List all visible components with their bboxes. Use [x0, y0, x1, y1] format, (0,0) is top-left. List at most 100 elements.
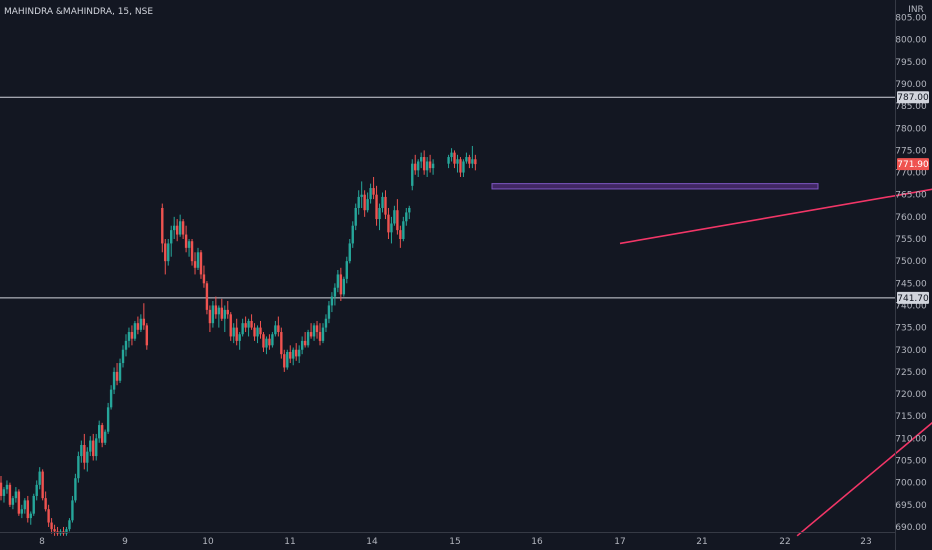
candle-body: [145, 325, 149, 346]
candle: [74, 473, 77, 503]
candle-body: [453, 152, 456, 164]
candle-body: [369, 188, 372, 200]
candle-body: [161, 207, 164, 244]
candle-body: [80, 444, 83, 457]
candle-body: [318, 332, 322, 341]
candle-body: [14, 491, 18, 499]
candle: [208, 305, 212, 333]
time-axis[interactable]: 8 9 10 11 14 15 16 17 21 22 23: [39, 537, 872, 547]
candle: [456, 154, 459, 173]
candle: [2, 487, 6, 503]
candle-body: [2, 489, 6, 496]
price-tick-label: 770.00: [895, 169, 927, 179]
candle: [271, 332, 274, 348]
candle-body: [399, 230, 402, 239]
candle-body: [345, 261, 348, 279]
candle: [136, 316, 140, 335]
candle-body: [357, 196, 360, 208]
candle-body: [124, 340, 128, 350]
trendline[interactable]: [796, 128, 932, 537]
candle-body: [223, 309, 226, 319]
trendline-layer[interactable]: [619, 128, 932, 537]
candle-body: [351, 225, 354, 244]
time-tick-label: 14: [366, 537, 378, 547]
candle: [351, 221, 354, 248]
candle: [38, 467, 41, 490]
time-tick-label: 23: [860, 537, 871, 547]
support-zone-rect[interactable]: [491, 183, 819, 190]
candle-body: [378, 207, 381, 220]
candle-body: [23, 500, 27, 510]
candle-body: [220, 307, 224, 319]
candle: [11, 495, 15, 510]
candle: [83, 433, 86, 470]
candle: [268, 334, 271, 350]
candle-body: [321, 327, 325, 341]
candle-body: [142, 318, 146, 326]
candle: [318, 323, 322, 346]
candle-body: [306, 332, 310, 346]
price-tick-label: 800.00: [895, 36, 927, 46]
candle-body: [214, 305, 218, 315]
candle: [292, 347, 295, 366]
price-tick-label: 715.00: [895, 412, 927, 422]
candle-body: [118, 363, 122, 381]
time-tick-label: 8: [39, 537, 45, 547]
candle-body: [238, 334, 241, 341]
price-badges: 787.00 741.70 771.90: [897, 91, 929, 304]
candle: [86, 447, 89, 472]
candle-body: [372, 188, 375, 195]
candle-body: [103, 431, 107, 443]
candle-body: [170, 230, 173, 244]
level-price-label: 741.70: [897, 294, 929, 304]
time-tick-label: 16: [531, 537, 543, 547]
candle: [92, 433, 95, 461]
candle-body: [74, 478, 77, 501]
candle: [422, 150, 426, 175]
candle: [339, 267, 343, 302]
candle-body: [187, 241, 191, 248]
trendline[interactable]: [619, 128, 932, 245]
candle: [53, 524, 56, 536]
time-tick-label: 17: [614, 537, 625, 547]
candle: [17, 489, 21, 516]
price-tick-label: 775.00: [895, 146, 927, 156]
candle: [50, 518, 53, 534]
candle: [411, 159, 414, 191]
candle: [360, 181, 363, 208]
candle-body: [262, 334, 265, 348]
price-tick-label: 720.00: [895, 390, 927, 400]
candle: [103, 429, 107, 445]
candle: [44, 491, 47, 512]
candle-body: [277, 325, 280, 333]
candle-body: [136, 323, 140, 330]
candle-body: [100, 425, 104, 443]
candle: [77, 451, 80, 483]
candle: [80, 440, 83, 463]
price-tick-label: 740.00: [895, 301, 927, 311]
candle-body: [339, 274, 343, 295]
time-tick-label: 9: [122, 537, 128, 547]
candle-body: [232, 327, 235, 337]
candle: [65, 526, 68, 536]
candle: [89, 436, 92, 457]
candle-body: [0, 482, 3, 496]
candle-body: [83, 444, 86, 463]
candle-body: [333, 287, 337, 297]
candle: [23, 498, 27, 514]
price-tick-label: 780.00: [895, 124, 927, 134]
candle-body: [330, 296, 334, 306]
candle: [130, 325, 134, 346]
price-axis[interactable]: 690.00 695.00 700.00 705.00 710.00 715.00 720.…: [895, 14, 927, 533]
candle: [199, 250, 203, 279]
candle: [387, 207, 390, 239]
candle: [172, 216, 176, 239]
candle-body: [312, 325, 316, 337]
candle: [124, 334, 128, 357]
candle: [20, 504, 24, 519]
currency-label: INR: [908, 5, 924, 15]
candle: [384, 190, 387, 220]
candle-body: [414, 163, 417, 171]
price-tick-label: 755.00: [895, 235, 927, 245]
